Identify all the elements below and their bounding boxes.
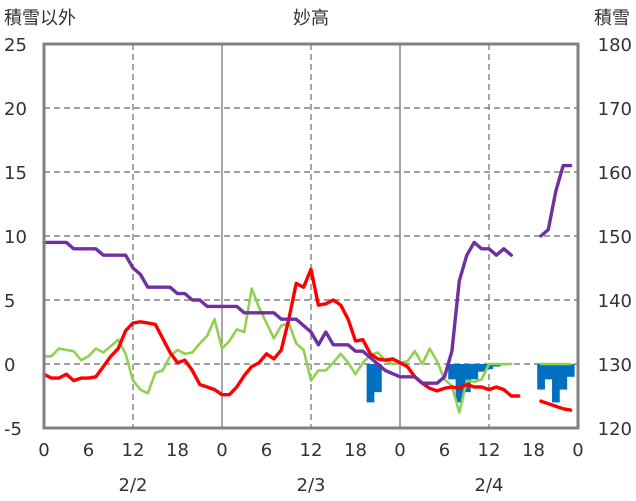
x-tick-label: 6	[83, 440, 94, 461]
temperature-line	[42, 267, 521, 398]
right-tick-labels: 180 170 160 150 140 130 120	[598, 35, 632, 440]
precipitation-bar	[559, 364, 568, 390]
right-tick-label: 140	[598, 291, 632, 312]
x-tick-label: 18	[166, 440, 189, 461]
precipitation-bar	[544, 364, 553, 380]
x-tick-label: 6	[439, 440, 450, 461]
right-tick-label: 120	[598, 419, 632, 440]
snow-depth-line	[539, 163, 573, 238]
left-axis-label: 積雪以外	[4, 8, 76, 29]
left-tick-label: 0	[4, 355, 15, 376]
plot-border	[42, 42, 580, 430]
data-lines	[42, 163, 573, 414]
left-tick-labels: 25 20 15 10 5 0 -5	[4, 35, 27, 440]
x-tick-label: 12	[478, 440, 501, 461]
x-tick-label: 0	[216, 440, 227, 461]
date-labels: 2/2 2/3 2/4	[119, 475, 504, 496]
date-label: 2/3	[297, 475, 326, 496]
date-label: 2/4	[475, 475, 504, 496]
left-tick-label: 20	[4, 99, 27, 120]
plot-frame	[42, 42, 580, 430]
precipitation-bar	[552, 364, 560, 403]
left-tick-label: 25	[4, 35, 27, 56]
precipitation-bar	[470, 364, 479, 380]
left-tick-label: 5	[4, 291, 15, 312]
right-tick-label: 150	[598, 227, 632, 248]
precipitation-bar	[477, 364, 486, 372]
precipitation-bar	[374, 364, 382, 393]
precipitation-bar	[448, 364, 456, 380]
precipitation-bar	[455, 364, 464, 403]
x-tick-labels: 0 6 12 18 0 6 12 18 0 6 12 18 0	[38, 440, 583, 461]
chart-title: 妙高	[293, 8, 329, 29]
wind-line	[42, 287, 513, 414]
left-tick-label: -5	[4, 419, 22, 440]
x-tick-label: 12	[122, 440, 145, 461]
left-tick-label: 15	[4, 163, 27, 184]
x-tick-label: 6	[261, 440, 272, 461]
x-tick-label: 0	[38, 440, 49, 461]
left-tick-label: 10	[4, 227, 27, 248]
right-tick-label: 130	[598, 355, 632, 376]
precipitation-bar	[566, 364, 575, 377]
right-tick-label: 180	[598, 35, 632, 56]
x-tick-label: 0	[572, 440, 583, 461]
x-tick-label: 18	[344, 440, 367, 461]
x-tick-label: 12	[300, 440, 323, 461]
right-tick-label: 170	[598, 99, 632, 120]
precipitation-bar	[463, 364, 471, 393]
temperature-line	[539, 399, 573, 412]
x-tick-label: 0	[394, 440, 405, 461]
date-label: 2/2	[119, 475, 148, 496]
right-axis-label: 積雪	[594, 8, 630, 29]
precipitation-bar	[537, 364, 545, 390]
precipitation-bar	[366, 364, 375, 403]
x-tick-label: 18	[522, 440, 545, 461]
right-tick-label: 160	[598, 163, 632, 184]
snow-depth-line	[42, 240, 513, 385]
